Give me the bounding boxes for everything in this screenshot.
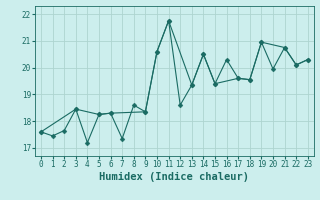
X-axis label: Humidex (Indice chaleur): Humidex (Indice chaleur) [100,172,249,182]
